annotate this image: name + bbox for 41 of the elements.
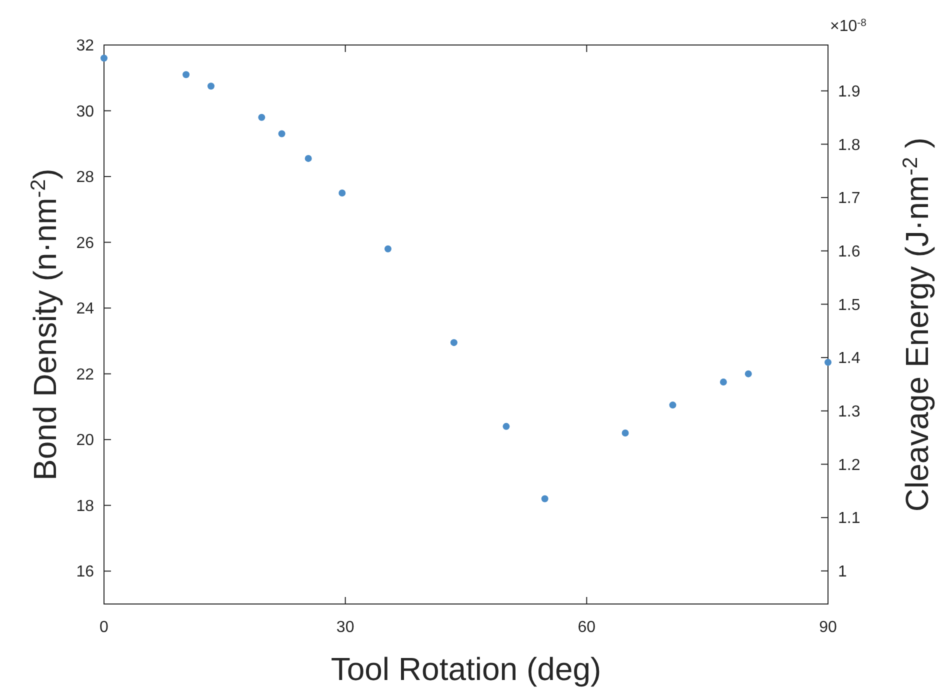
y-tick-label: 16 [76,564,94,581]
point [304,154,312,162]
point [278,130,286,138]
point [720,378,727,386]
x-tick-label: 30 [336,619,354,636]
x-tick-label: 60 [578,619,596,636]
y-tick-label: 20 [76,432,94,450]
point [450,339,458,346]
y2-tick-label: 1.5 [838,296,860,314]
y-tick-label: 32 [76,38,94,55]
y2-tick-label: 1.3 [838,404,860,421]
y2-tick-label: 1.1 [838,510,860,528]
x-tick-label: 90 [819,619,837,636]
point [384,245,392,252]
y2-tick-label: 1.6 [838,243,860,260]
point [541,495,548,502]
point [100,54,108,62]
point [502,422,510,430]
y-tick-label: 26 [76,234,94,252]
point [207,82,214,90]
y2-tick-label: 1.2 [838,456,860,474]
y2-tick-label: 1.9 [838,83,860,100]
point [182,71,190,78]
y2-tick-label: 1.4 [838,350,860,368]
point [338,189,346,196]
point [669,402,676,409]
y2-tick-label: 1.8 [838,136,860,154]
x-tick-label: 0 [100,619,109,636]
point [824,358,832,366]
y-tick-label: 22 [76,366,94,384]
x-axis-title: Tool Rotation (deg) [330,651,602,687]
y-tick-label: 30 [76,103,94,120]
y2-tick-label: 1.7 [838,190,860,208]
text: ×10$^{-8}$ [830,18,867,35]
y-tick-label: 24 [76,300,94,318]
y-tick-label: 28 [76,169,94,186]
y-tick-label: 18 [76,498,94,515]
point [258,114,266,121]
point [622,430,629,437]
point [744,370,752,378]
y2-tick-label: 1 [838,564,847,581]
